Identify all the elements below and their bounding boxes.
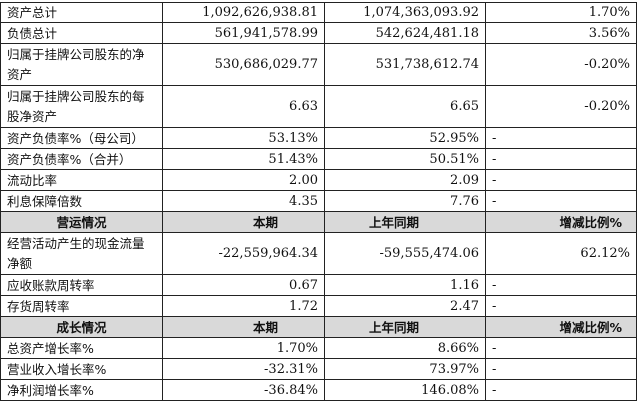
- row-label: 流动比率: [0, 169, 163, 191]
- table-row: 资产负债率%（合并） 51.43% 50.51% -: [0, 148, 637, 170]
- table-row: 存货周转率 1.72 2.47 -: [0, 295, 637, 317]
- column-header-current: 本期: [162, 211, 325, 233]
- previous-value: 146.08%: [324, 379, 486, 401]
- row-label: 归属于挂牌公司股东的净资产: [0, 43, 163, 86]
- change-value: -0.20%: [485, 85, 637, 128]
- previous-value: 531,738,612.74: [324, 43, 486, 86]
- table-row: 总资产增长率% 1.70% 8.66% -: [0, 337, 637, 359]
- table-row: 流动比率 2.00 2.09 -: [0, 169, 637, 191]
- previous-value: 7.76: [324, 190, 486, 212]
- table-row: 负债总计 561,941,578.99 542,624,481.18 3.56%: [0, 22, 637, 44]
- row-label: 应收账款周转率: [0, 274, 163, 296]
- row-label: 净利润增长率%: [0, 379, 163, 401]
- change-value: -: [485, 274, 637, 296]
- row-label: 营业收入增长率%: [0, 358, 163, 380]
- column-header-previous: 上年同期: [324, 316, 486, 338]
- section-header-operations: 营运情况 本期 上年同期 增减比例%: [0, 211, 637, 233]
- current-value: 1.70%: [162, 337, 325, 359]
- financial-indicators-table: 资产总计 1,092,626,938.81 1,074,363,093.92 1…: [0, 2, 637, 401]
- table-row: 归属于挂牌公司股东的净资产 530,686,029.77 531,738,612…: [0, 43, 637, 86]
- column-header-change: 增减比例%: [485, 316, 637, 338]
- previous-value: 542,624,481.18: [324, 22, 486, 44]
- row-label: 负债总计: [0, 22, 163, 44]
- current-value: 2.00: [162, 169, 325, 191]
- change-value: -: [485, 295, 637, 317]
- table-row: 营业收入增长率% -32.31% 73.97% -: [0, 358, 637, 380]
- table-row: 资产总计 1,092,626,938.81 1,074,363,093.92 1…: [0, 2, 637, 23]
- current-value: -22,559,964.34: [162, 232, 325, 275]
- current-value: -36.84%: [162, 379, 325, 401]
- current-value: 51.43%: [162, 148, 325, 170]
- change-value: -: [485, 190, 637, 212]
- previous-value: 2.09: [324, 169, 486, 191]
- section-header-growth: 成长情况 本期 上年同期 增减比例%: [0, 316, 637, 338]
- table-row: 利息保障倍数 4.35 7.76 -: [0, 190, 637, 212]
- change-value: -: [485, 337, 637, 359]
- table-row: 资产负债率%（母公司） 53.13% 52.95% -: [0, 127, 637, 149]
- row-label: 利息保障倍数: [0, 190, 163, 212]
- row-label: 存货周转率: [0, 295, 163, 317]
- column-header-previous: 上年同期: [324, 211, 486, 233]
- change-value: -: [485, 127, 637, 149]
- previous-value: 2.47: [324, 295, 486, 317]
- previous-value: 73.97%: [324, 358, 486, 380]
- previous-value: 1.16: [324, 274, 486, 296]
- previous-value: 6.65: [324, 85, 486, 128]
- current-value: 0.67: [162, 274, 325, 296]
- current-value: 561,941,578.99: [162, 22, 325, 44]
- change-value: 62.12%: [485, 232, 637, 275]
- row-label: 总资产增长率%: [0, 337, 163, 359]
- change-value: -0.20%: [485, 43, 637, 86]
- column-header-current: 本期: [162, 316, 325, 338]
- row-label: 归属于挂牌公司股东的每股净资产: [0, 85, 163, 128]
- current-value: 1,092,626,938.81: [162, 2, 325, 23]
- column-header-change: 增减比例%: [485, 211, 637, 233]
- row-label: 经营活动产生的现金流量净额: [0, 232, 163, 275]
- row-label: 资产负债率%（母公司）: [0, 127, 163, 149]
- change-value: -: [485, 358, 637, 380]
- row-label: 资产总计: [0, 2, 163, 23]
- previous-value: 52.95%: [324, 127, 486, 149]
- current-value: 530,686,029.77: [162, 43, 325, 86]
- change-value: 3.56%: [485, 22, 637, 44]
- current-value: 1.72: [162, 295, 325, 317]
- previous-value: 50.51%: [324, 148, 486, 170]
- previous-value: -59,555,474.06: [324, 232, 486, 275]
- row-label: 资产负债率%（合并）: [0, 148, 163, 170]
- current-value: -32.31%: [162, 358, 325, 380]
- previous-value: 1,074,363,093.92: [324, 2, 486, 23]
- section-title: 营运情况: [0, 211, 163, 233]
- change-value: -: [485, 379, 637, 401]
- previous-value: 8.66%: [324, 337, 486, 359]
- current-value: 4.35: [162, 190, 325, 212]
- table-row: 净利润增长率% -36.84% 146.08% -: [0, 379, 637, 401]
- table-row: 应收账款周转率 0.67 1.16 -: [0, 274, 637, 296]
- change-value: -: [485, 148, 637, 170]
- table-row: 经营活动产生的现金流量净额 -22,559,964.34 -59,555,474…: [0, 232, 637, 275]
- current-value: 6.63: [162, 85, 325, 128]
- change-value: -: [485, 169, 637, 191]
- current-value: 53.13%: [162, 127, 325, 149]
- section-title: 成长情况: [0, 316, 163, 338]
- table-row: 归属于挂牌公司股东的每股净资产 6.63 6.65 -0.20%: [0, 85, 637, 128]
- change-value: 1.70%: [485, 2, 637, 23]
